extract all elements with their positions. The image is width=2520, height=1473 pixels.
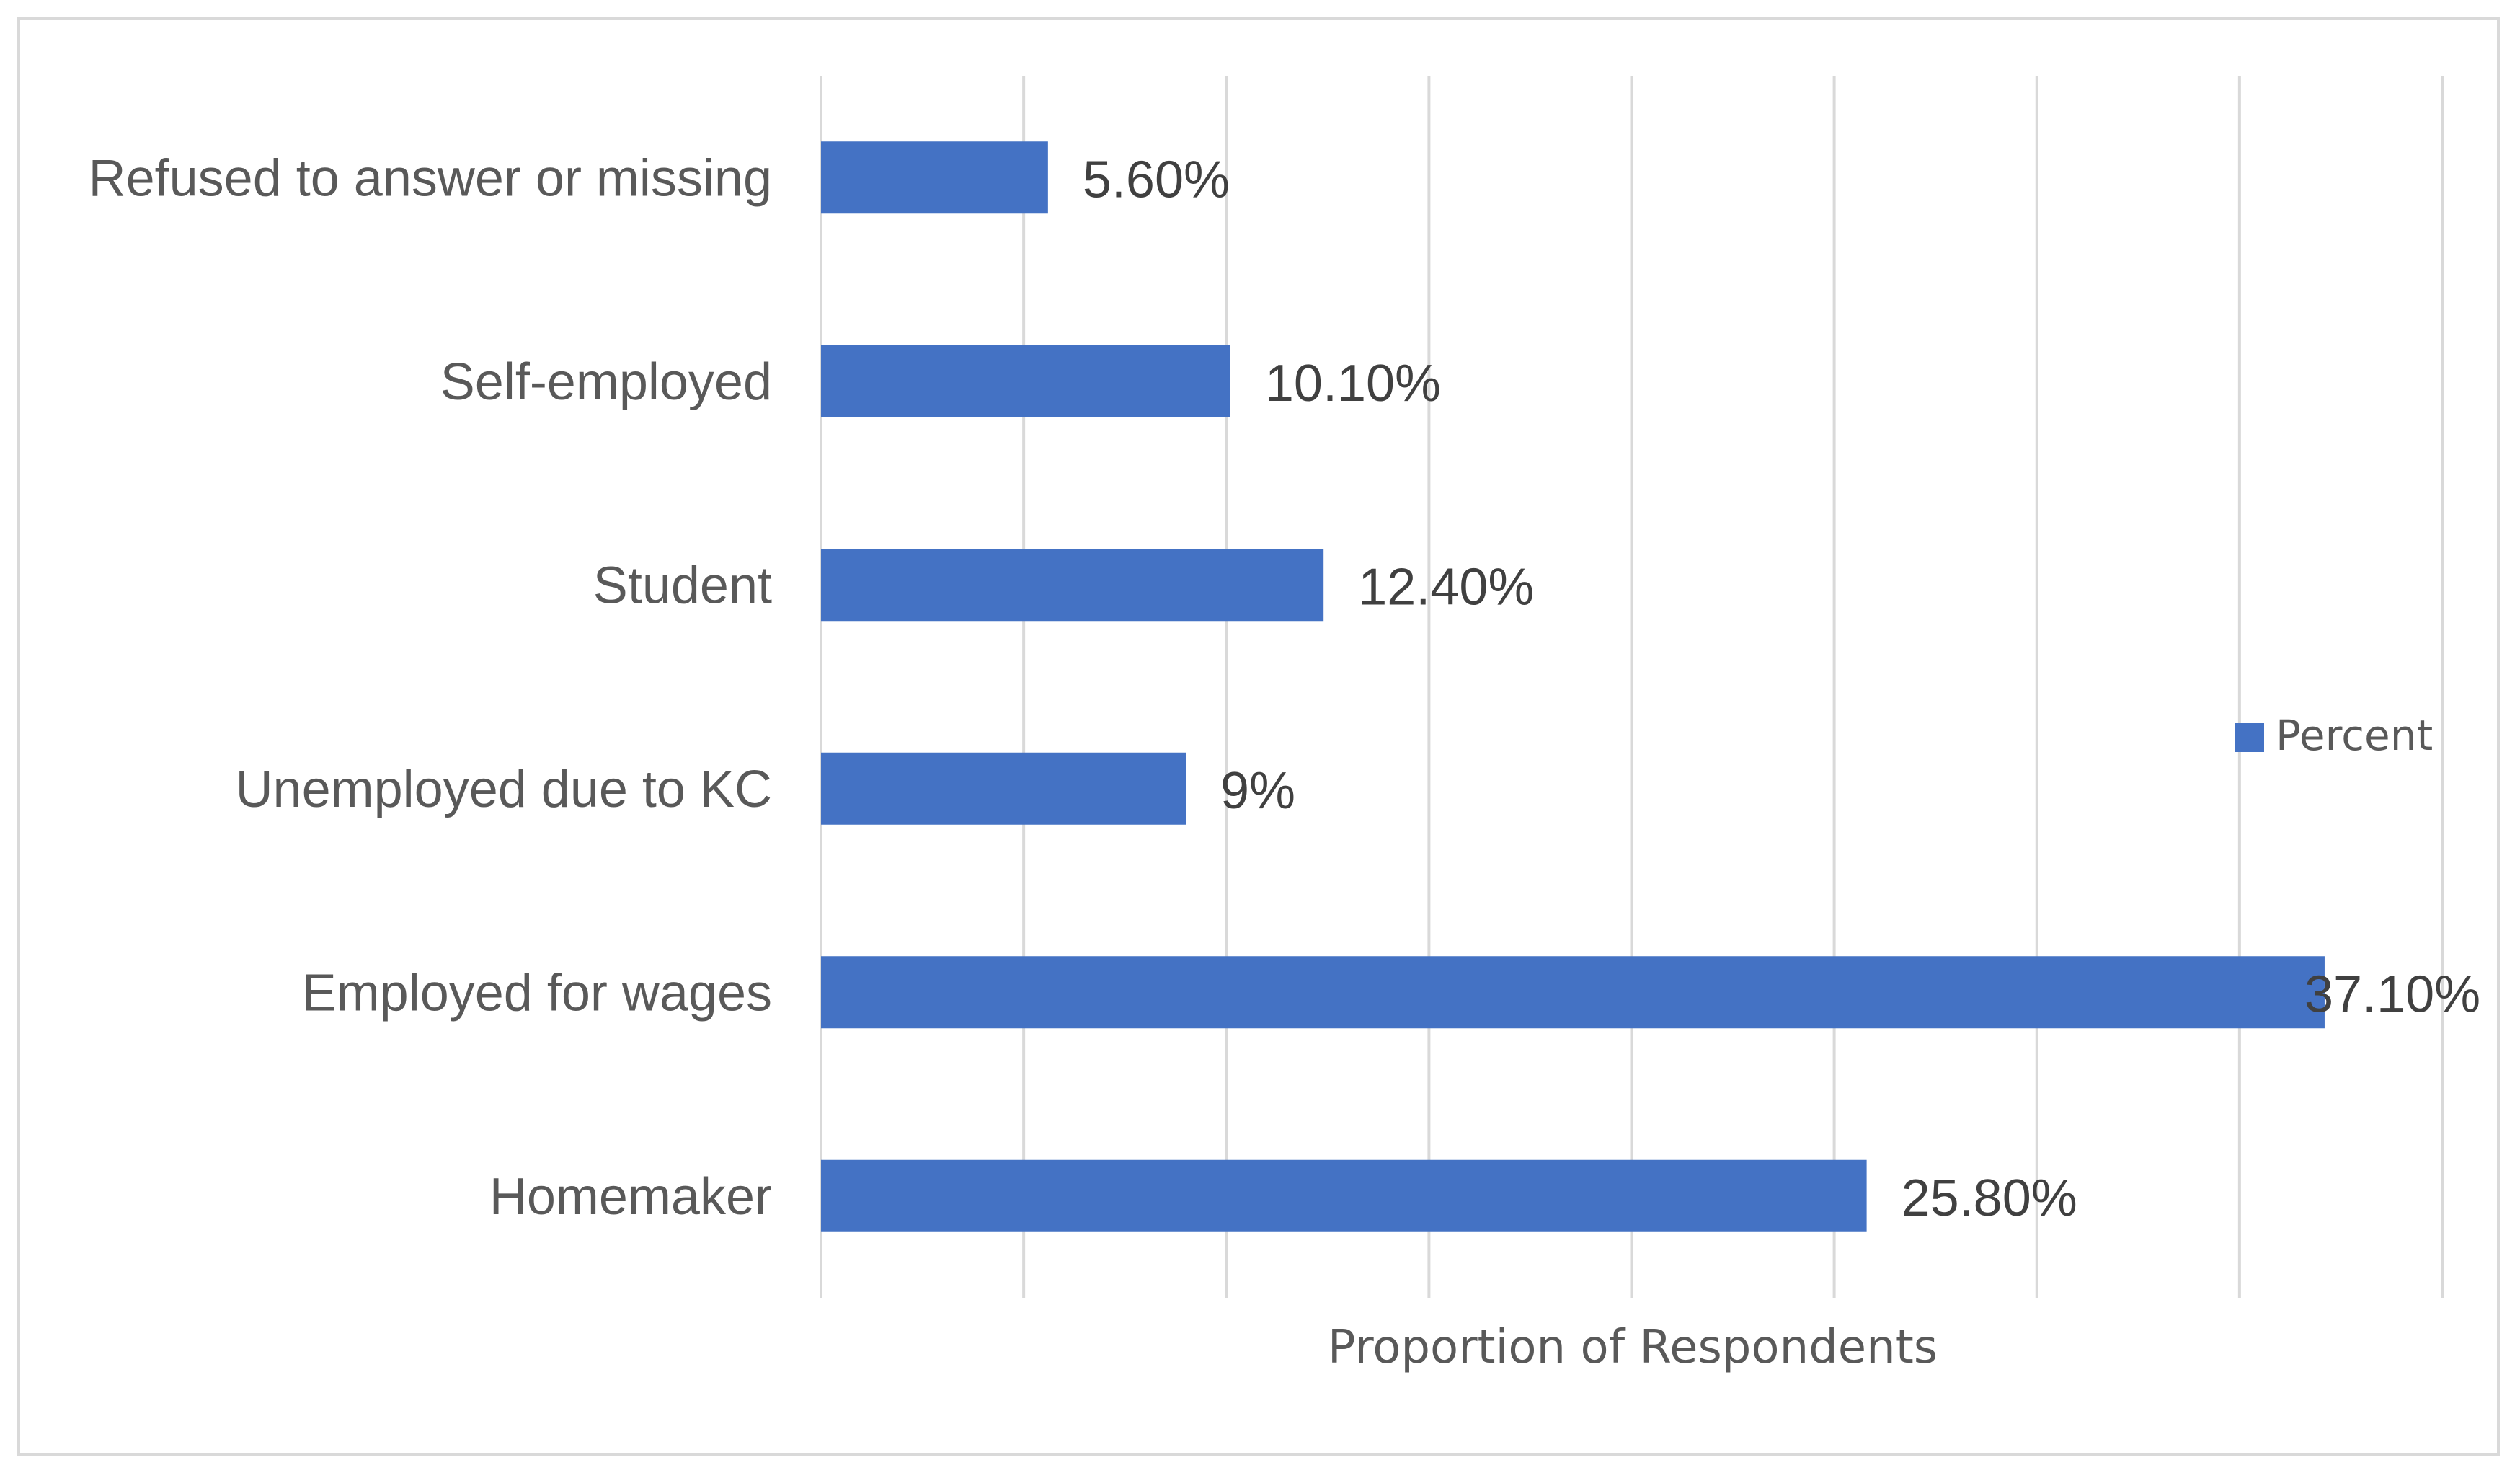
x-axis-title: Proportion of Respondents: [1328, 1321, 1938, 1374]
bar: [821, 345, 1230, 417]
legend: Percent: [2235, 711, 2433, 760]
bars: [821, 141, 2325, 1232]
bar: [821, 752, 1186, 825]
legend-label: Percent: [2276, 711, 2433, 760]
data-label: 12.40%: [1358, 558, 1534, 616]
data-label: 10.10%: [1265, 355, 1441, 412]
data-labels: 5.60% 10.10% 12.40% 9% 37.10% 25.80%: [1083, 151, 2480, 1227]
bar: [821, 141, 1048, 214]
data-label: 5.60%: [1083, 151, 1230, 208]
legend-swatch: [2235, 723, 2264, 752]
category-label: Refused to answer or missing: [89, 149, 772, 207]
category-label: Homemaker: [489, 1168, 772, 1226]
gridlines: [820, 76, 2444, 1298]
data-label: 9%: [1220, 762, 1295, 820]
bar: [821, 1159, 1867, 1232]
category-label: Self-employed: [440, 353, 772, 411]
data-label: 25.80%: [1902, 1169, 2077, 1227]
bar: [821, 956, 2325, 1029]
category-label: Employed for wages: [302, 964, 772, 1022]
bar: [821, 549, 1324, 622]
category-label: Student: [593, 557, 772, 614]
data-label: 37.10%: [2304, 965, 2480, 1023]
category-labels: Refused to answer or missing Self-employe…: [89, 149, 772, 1226]
category-label: Unemployed due to KC: [236, 761, 772, 818]
